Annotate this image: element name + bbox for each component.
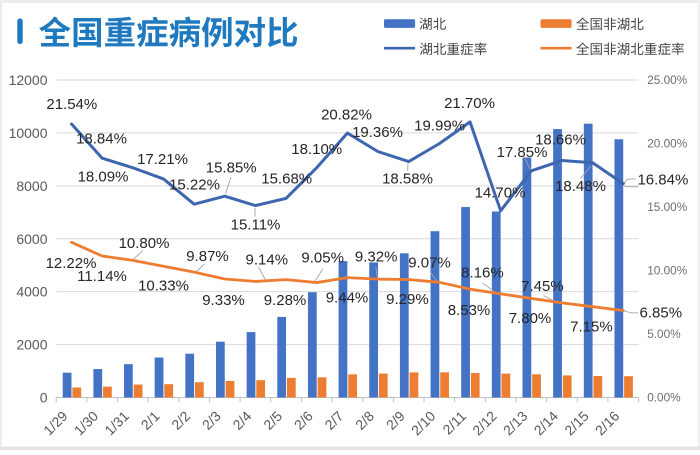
svg-text:15.00%: 15.00% xyxy=(647,200,688,214)
svg-text:6.85%: 6.85% xyxy=(640,305,683,322)
svg-text:18.84%: 18.84% xyxy=(76,130,127,147)
svg-text:21.70%: 21.70% xyxy=(444,95,495,112)
svg-text:18.09%: 18.09% xyxy=(78,168,129,185)
svg-text:9.28%: 9.28% xyxy=(264,292,307,309)
svg-text:9.32%: 9.32% xyxy=(355,249,398,266)
svg-text:18.58%: 18.58% xyxy=(382,170,433,187)
svg-text:0.00%: 0.00% xyxy=(647,391,681,405)
svg-text:18.48%: 18.48% xyxy=(555,178,606,195)
svg-text:15.85%: 15.85% xyxy=(206,159,257,176)
svg-text:19.99%: 19.99% xyxy=(414,118,465,135)
svg-text:12000: 12000 xyxy=(9,72,48,88)
svg-text:0: 0 xyxy=(40,390,48,406)
svg-text:14.70%: 14.70% xyxy=(475,185,526,202)
svg-text:9.33%: 9.33% xyxy=(202,292,245,309)
svg-text:15.11%: 15.11% xyxy=(231,217,281,234)
svg-text:9.87%: 9.87% xyxy=(186,248,229,265)
svg-text:7.15%: 7.15% xyxy=(570,319,613,336)
svg-text:9.29%: 9.29% xyxy=(386,291,429,308)
svg-text:8.16%: 8.16% xyxy=(461,265,504,282)
svg-text:20.82%: 20.82% xyxy=(321,107,372,124)
svg-text:16.84%: 16.84% xyxy=(637,172,688,189)
svg-text:9.14%: 9.14% xyxy=(246,251,289,268)
svg-text:18.10%: 18.10% xyxy=(291,141,342,158)
svg-text:15.22%: 15.22% xyxy=(169,176,220,193)
svg-text:17.21%: 17.21% xyxy=(137,151,188,168)
svg-text:5.00%: 5.00% xyxy=(647,327,681,341)
svg-text:10.33%: 10.33% xyxy=(138,278,189,295)
svg-text:19.36%: 19.36% xyxy=(352,124,403,141)
svg-text:9.05%: 9.05% xyxy=(301,249,344,266)
svg-text:4000: 4000 xyxy=(16,284,47,300)
svg-text:9.07%: 9.07% xyxy=(408,255,451,272)
svg-text:11.14%: 11.14% xyxy=(77,268,127,285)
svg-text:6000: 6000 xyxy=(16,231,47,247)
svg-text:10000: 10000 xyxy=(9,125,48,141)
svg-text:21.54%: 21.54% xyxy=(46,96,97,113)
svg-text:18.66%: 18.66% xyxy=(535,131,586,148)
svg-text:10.80%: 10.80% xyxy=(119,235,170,252)
svg-text:20.00%: 20.00% xyxy=(647,137,688,151)
svg-text:7.45%: 7.45% xyxy=(521,278,564,295)
svg-text:15.68%: 15.68% xyxy=(261,170,312,187)
svg-text:25.00%: 25.00% xyxy=(647,73,688,87)
svg-text:10.00%: 10.00% xyxy=(647,264,688,278)
svg-text:8.53%: 8.53% xyxy=(448,302,491,319)
svg-text:8000: 8000 xyxy=(16,178,47,194)
svg-text:7.80%: 7.80% xyxy=(509,310,552,327)
svg-text:2000: 2000 xyxy=(16,337,47,353)
svg-text:9.44%: 9.44% xyxy=(326,289,369,306)
